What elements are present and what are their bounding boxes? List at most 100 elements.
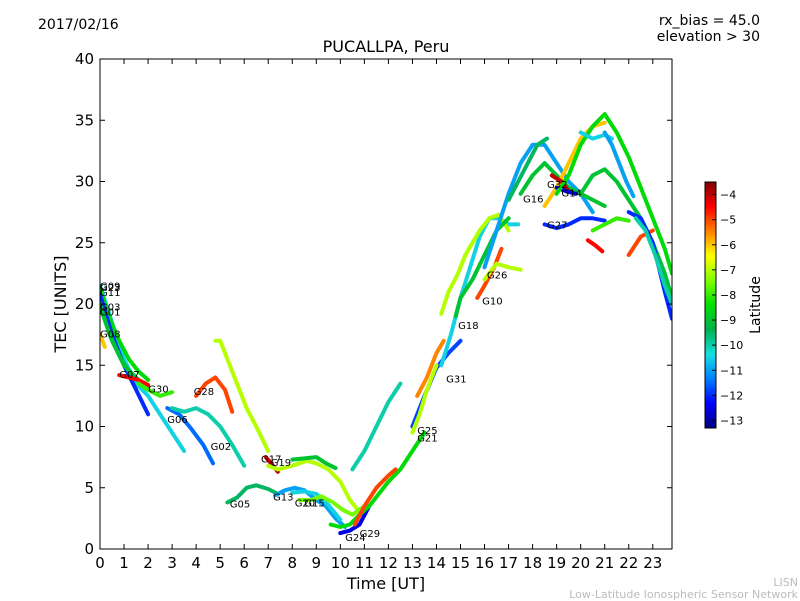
series-g15 (290, 489, 343, 522)
x-tick: 12 (379, 59, 398, 572)
series-g20 (297, 494, 367, 517)
series-g27g (590, 216, 631, 233)
series-layer (100, 112, 672, 536)
satellite-label-g13: G13 (273, 492, 293, 503)
x-tick-label: 12 (379, 554, 398, 572)
series-g27e (578, 167, 672, 300)
series-g28b (213, 338, 271, 453)
x-tick: 11 (355, 59, 374, 572)
colorbar-tick-label: −9 (720, 314, 736, 327)
colorbar-tick: −5 (712, 214, 736, 227)
x-tick-label: 3 (167, 554, 177, 572)
satellite-label-g20: G20 (295, 498, 315, 509)
x-tick-label: 10 (331, 554, 350, 572)
x-tick: 19 (547, 59, 566, 572)
y-tick: 0 (84, 540, 672, 558)
series-g13 (273, 485, 348, 529)
x-tick: 4 (191, 59, 201, 572)
colorbar-gradient (704, 181, 717, 429)
satellite-label-g32: G32 (547, 180, 567, 191)
x-tick-label: 11 (355, 554, 374, 572)
satellite-label-g18: G18 (458, 321, 478, 332)
satellite-label-g02: G02 (211, 442, 231, 453)
colorbar-tick-label: −7 (720, 264, 736, 277)
series-g29 (328, 430, 427, 529)
x-tick: 16 (475, 59, 494, 572)
colorbar-tick: −7 (712, 264, 736, 277)
x-tick: 14 (427, 59, 446, 572)
colorbar-tick-label: −8 (720, 289, 736, 302)
latitude-colorbar: −4 −5 −6 −7 −8 −9 −10 −11 −12 −13 Latitude (704, 181, 764, 429)
y-tick-label: 30 (75, 173, 94, 191)
network-short-name: LISN (773, 576, 798, 589)
x-tick-label: 20 (571, 554, 590, 572)
y-tick-label: 25 (75, 234, 94, 252)
series-g31 (415, 338, 446, 398)
x-tick: 15 (451, 59, 470, 572)
series-g29c (352, 467, 398, 527)
satellite-label-g17: G17 (261, 454, 281, 465)
y-tick: 30 (75, 173, 672, 191)
x-tick: 8 (287, 59, 297, 572)
series-g26 (475, 246, 504, 300)
y-tick-label: 15 (75, 356, 94, 374)
x-tick-label: 17 (499, 554, 518, 572)
colorbar-tick: −11 (712, 364, 743, 377)
x-tick-label: 16 (475, 554, 494, 572)
y-tick: 35 (75, 111, 672, 129)
series-g27j (633, 216, 672, 306)
y-tick: 10 (75, 418, 672, 436)
series-g06 (165, 406, 215, 466)
x-tick-label: 5 (215, 554, 225, 572)
colorbar-tick: −4 (712, 189, 736, 202)
y-tick-label: 10 (75, 418, 94, 436)
series-g16b (506, 136, 549, 202)
x-tick-label: 14 (427, 554, 446, 572)
series-g27d (602, 130, 636, 199)
series-g27i (626, 210, 672, 321)
satellite-label-g21: G21 (417, 434, 437, 445)
series-g19 (266, 458, 362, 515)
series-g30 (136, 381, 175, 398)
series-g27 (542, 216, 607, 231)
series-g08 (100, 332, 107, 349)
x-tick: 1 (119, 59, 129, 572)
satellite-label-g03: G03 (100, 302, 120, 313)
x-axis-label: Time [UT] (346, 574, 425, 593)
series-g19b (290, 455, 338, 471)
satellite-label-g31: G31 (446, 375, 466, 386)
x-tick: 10 (331, 59, 350, 572)
date-label: 2017/02/16 (38, 17, 119, 33)
x-tick-label: 19 (547, 554, 566, 572)
x-tick: 22 (619, 59, 638, 572)
series-g27f (585, 238, 605, 254)
x-tick-label: 4 (191, 554, 201, 572)
colorbar-tick-label: −6 (720, 239, 736, 252)
x-tick-label: 0 (95, 554, 105, 572)
x-tick-label: 1 (119, 554, 129, 572)
y-axis: 0 5 10 15 20 25 30 35 40 (75, 50, 672, 558)
x-tick-label: 6 (239, 554, 249, 572)
x-tick: 17 (499, 59, 518, 572)
x-tick-label: 22 (619, 554, 638, 572)
y-tick: 15 (75, 356, 672, 374)
satellite-label-g05: G05 (230, 500, 250, 511)
x-tick: 0 (95, 59, 105, 572)
series-g18b (439, 212, 511, 316)
x-tick-label: 7 (263, 554, 273, 572)
satellite-label-g01: G01 (100, 307, 120, 318)
x-tick: 18 (523, 59, 542, 572)
satellite-label-g09: G09 (100, 282, 120, 293)
y-axis-label: TEC [UNITS] (51, 256, 70, 354)
y-tick-label: 35 (75, 111, 94, 129)
satellite-label-g28: G28 (194, 387, 214, 398)
series-g29b (350, 381, 403, 472)
colorbar-tick: −9 (712, 314, 736, 327)
series-g23 (100, 286, 151, 382)
x-tick: 23 (643, 59, 662, 572)
series-g07 (117, 373, 151, 387)
satellite-label-g23: G23 (100, 283, 120, 294)
y-tick: 25 (75, 234, 672, 252)
satellite-label-g29: G29 (360, 529, 380, 540)
